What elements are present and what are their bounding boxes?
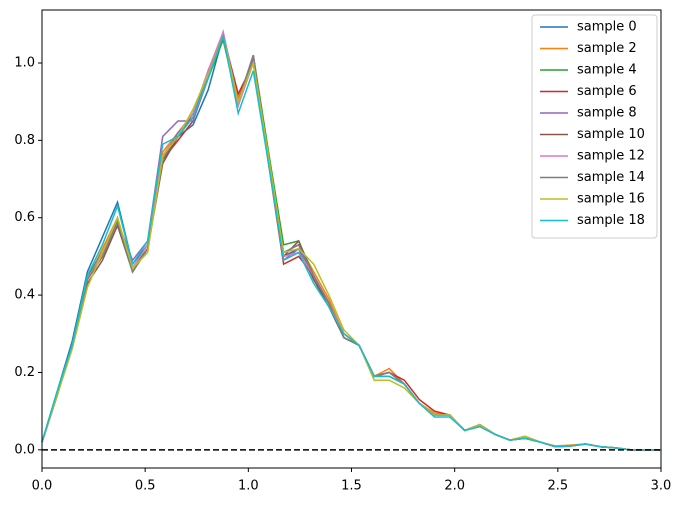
legend-label: sample 2 <box>577 41 637 56</box>
legend-label: sample 14 <box>577 170 645 185</box>
y-tick-label: 0.4 <box>14 288 35 303</box>
y-tick-label: 1.0 <box>14 55 35 70</box>
legend-label: sample 0 <box>577 20 637 35</box>
axes-frame <box>41 9 662 469</box>
legend-label: sample 6 <box>577 84 637 99</box>
y-tick-label: 0.2 <box>14 365 35 380</box>
y-tick-label: 0.8 <box>14 133 35 148</box>
x-tick-label: 1.0 <box>238 479 259 494</box>
legend-label: sample 8 <box>577 106 637 121</box>
x-tick-label: 0.5 <box>135 479 156 494</box>
legend-label: sample 16 <box>577 192 645 207</box>
x-tick-label: 1.5 <box>341 479 362 494</box>
legend-label: sample 12 <box>577 149 645 164</box>
legend: sample 0 sample 2 sample 4 sample 6 sample 8… <box>531 14 658 239</box>
x-tick-label: 3.0 <box>651 479 672 494</box>
y-tick-label: 0.0 <box>14 442 35 457</box>
legend-label: sample 4 <box>577 63 637 78</box>
y-tick-label: 0.6 <box>14 210 35 225</box>
series-line <box>41 33 661 451</box>
x-tick-label: 0.0 <box>32 479 53 494</box>
legend-label: sample 10 <box>577 127 645 142</box>
legend-label: sample 18 <box>577 213 645 228</box>
x-tick-label: 2.0 <box>444 479 465 494</box>
x-tick-label: 2.5 <box>547 479 568 494</box>
